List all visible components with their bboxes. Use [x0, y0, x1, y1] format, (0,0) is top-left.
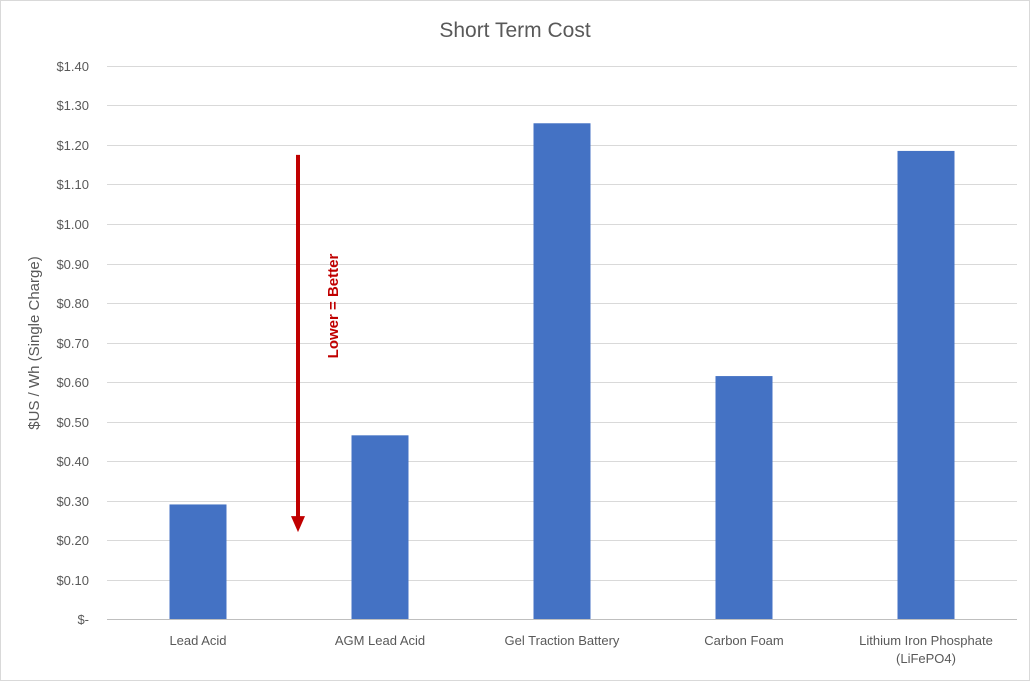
- annotation: Lower = Better: [291, 154, 342, 533]
- y-tick-label: $0.10: [56, 573, 89, 588]
- x-tick-label: Carbon Foam: [704, 633, 783, 648]
- x-tick-label: Lithium Iron Phosphate: [859, 633, 993, 648]
- x-tick-label: AGM Lead Acid: [335, 633, 425, 648]
- chart-title: Short Term Cost: [439, 19, 590, 42]
- y-tick-label: $0.60: [56, 375, 89, 390]
- y-axis-ticks: $- $0.10 $0.20 $0.30 $0.40 $0.50 $0.60 $0.70 $0.…: [56, 59, 89, 627]
- y-tick-label: $-: [77, 612, 89, 627]
- x-axis-ticks: Lead Acid AGM Lead Acid Gel Traction Batte…: [169, 633, 992, 666]
- y-tick-label: $0.30: [56, 494, 89, 509]
- y-tick-label: $0.90: [56, 257, 89, 272]
- y-tick-label: $1.40: [56, 59, 89, 74]
- bar: [169, 504, 227, 619]
- bars: [169, 123, 955, 620]
- x-tick-label: Lead Acid: [169, 633, 226, 648]
- y-tick-label: $1.20: [56, 138, 89, 153]
- y-tick-label: $1.00: [56, 217, 89, 232]
- y-tick-label: $0.70: [56, 336, 89, 351]
- annotation-arrow-head: [291, 516, 305, 533]
- x-tick-label: Gel Traction Battery: [505, 633, 620, 648]
- y-tick-label: $0.50: [56, 415, 89, 430]
- x-tick-label: (LiFePO4): [896, 651, 956, 666]
- y-tick-label: $0.40: [56, 454, 89, 469]
- y-tick-label: $1.10: [56, 177, 89, 192]
- bar: [897, 150, 955, 620]
- y-tick-label: $1.30: [56, 98, 89, 113]
- bar: [715, 376, 773, 619]
- bar: [351, 435, 409, 619]
- y-tick-label: $0.20: [56, 533, 89, 548]
- y-axis-label: $US / Wh (Single Charge): [26, 256, 43, 429]
- annotation-text: Lower = Better: [325, 254, 342, 359]
- y-tick-label: $0.80: [56, 296, 89, 311]
- bar: [533, 123, 591, 620]
